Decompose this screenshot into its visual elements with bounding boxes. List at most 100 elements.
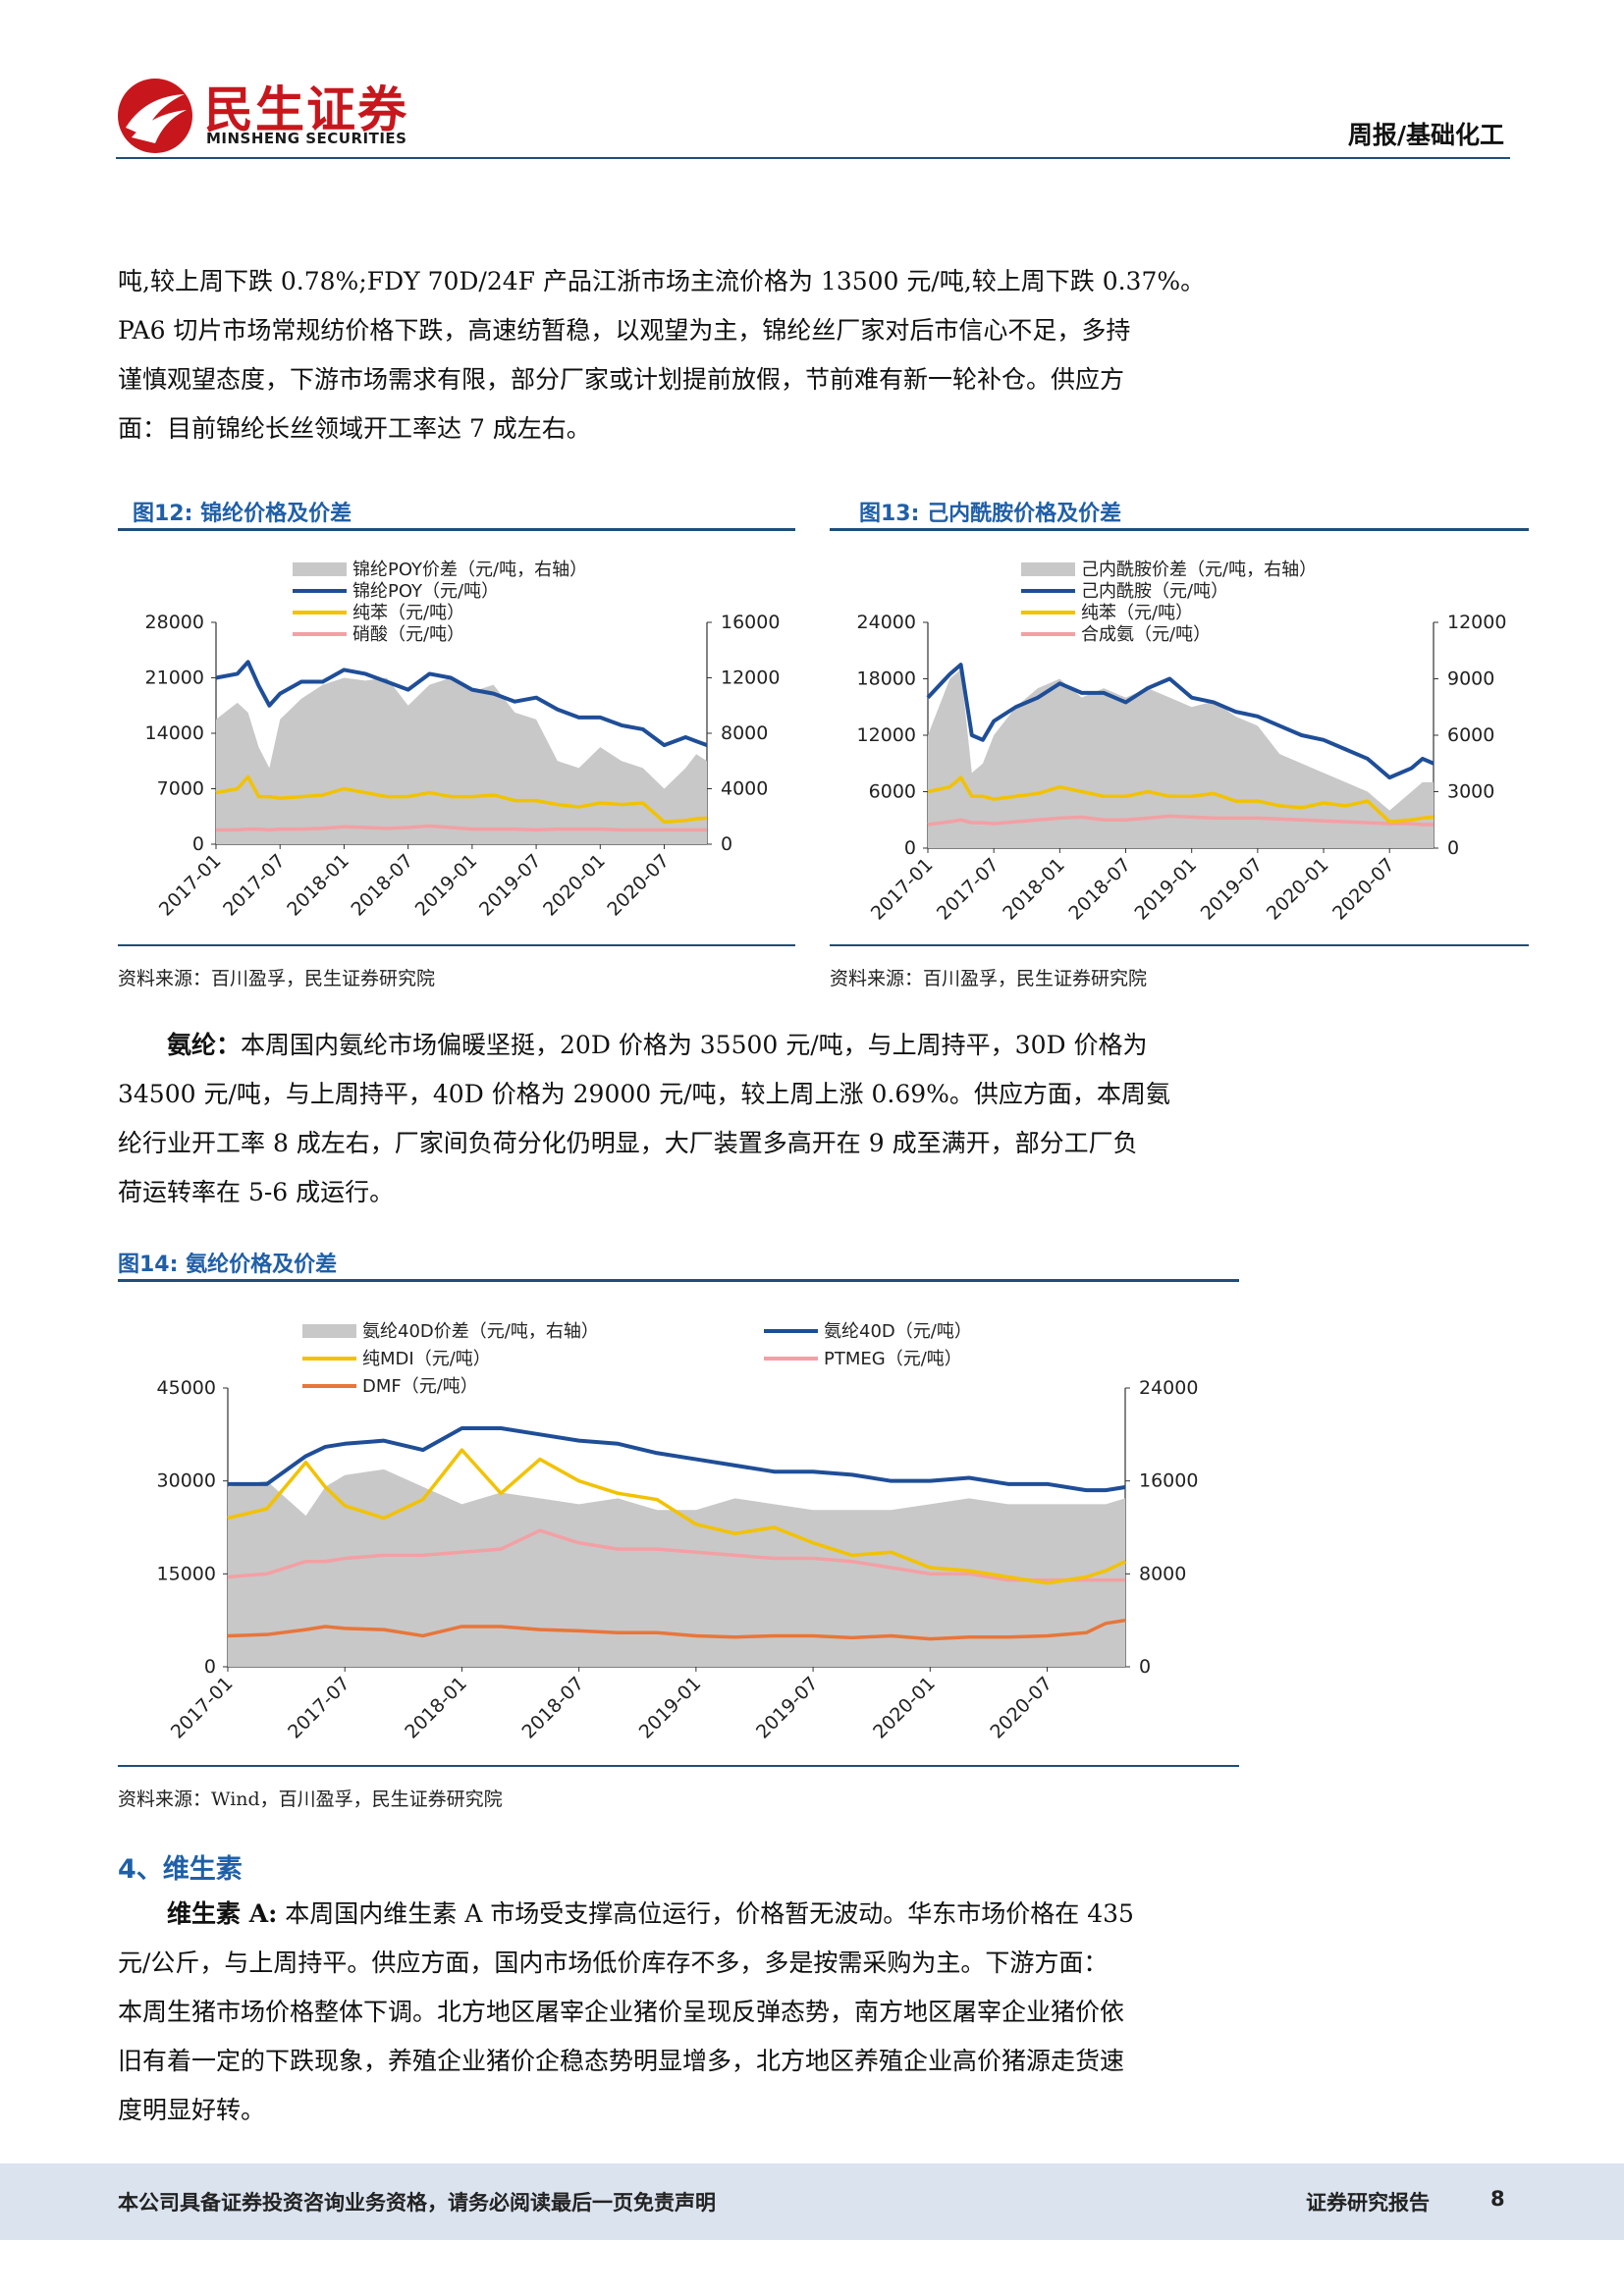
y-left-tick-label: 45000	[157, 1377, 216, 1399]
y-left-tick-label: 28000	[145, 612, 204, 633]
footer-disclaimer: 本公司具备证券投资咨询业务资格，请务必阅读最后一页免责声明	[118, 2191, 716, 2215]
minsheng-logo-icon	[118, 79, 192, 153]
series-area-spread	[228, 1468, 1125, 1667]
series-line-2	[927, 775, 1435, 824]
spandex-line-first: 氨纶：本周国内氨纶市场偏暖坚挺，20D 价格为 35500 元/吨，与上周持平，…	[118, 1021, 1218, 1070]
vitamin-label: 维生素 A:	[167, 1899, 278, 1928]
intro-line: 吨,较上周下跌 0.78%;FDY 70D/24F 产品江浙市场主流价格为 13…	[118, 267, 1206, 295]
x-tick-label: 2020-07	[603, 850, 674, 921]
intro-line: 面：目前锦纶长丝领域开工率达 7 成左右。	[118, 414, 591, 443]
y-right-tick-label: 24000	[1139, 1377, 1198, 1399]
y-right-tick-label: 3000	[1447, 781, 1494, 803]
y-right-tick-label: 16000	[721, 612, 780, 633]
x-tick-label: 2018-01	[283, 850, 353, 921]
fig13-source: 资料来源：百川盈孚，民生证券研究院	[830, 968, 1148, 989]
y-left-tick-label: 0	[904, 837, 916, 859]
x-tick-label: 2018-07	[1064, 854, 1135, 925]
y-right-tick-label: 4000	[721, 778, 768, 800]
x-tick-label: 2020-01	[869, 1673, 940, 1743]
footer-report-label: 证券研究报告	[1306, 2191, 1430, 2215]
series-line-3	[927, 814, 1434, 827]
footer-bar	[0, 2163, 1624, 2240]
fig13-chart: 0 6000 12000 18000 24000 0 3000 6000 9000 12000 20…	[857, 560, 1507, 925]
fig14-top-rule	[118, 1279, 1239, 1282]
y-left-tick-label: 24000	[857, 612, 916, 633]
series-line-4	[227, 1618, 1126, 1641]
fig13-bottom-rule	[830, 944, 1529, 946]
fig14-title: 图14: 氨纶价格及价差	[118, 1253, 338, 1277]
intro-line: PA6 切片市场常规纺价格下跌，高速纺暂稳，以观望为主，锦纶丝厂家对后市信心不足…	[118, 316, 1131, 345]
fig12-top-rule	[118, 528, 795, 531]
series-line-1	[926, 663, 1435, 780]
vitamin-line: 度明显好转。	[118, 2096, 266, 2124]
y-left-tick-label: 21000	[145, 667, 204, 689]
legend-label: 氨纶40D（元/吨）	[824, 1321, 972, 1342]
x-tick-label: 2020-07	[986, 1673, 1056, 1743]
fig12-title: 图12: 锦纶价格及价差	[133, 502, 352, 526]
x-tick-label: 2019-01	[411, 850, 482, 921]
legend-label: 氨纶40D价差（元/吨，右轴）	[362, 1321, 599, 1342]
fig12-bottom-rule	[118, 944, 795, 946]
y-right-tick-label: 0	[1447, 837, 1459, 859]
x-tick-label: 2018-07	[517, 1673, 588, 1743]
header-divider	[116, 157, 1510, 159]
y-right-tick-label: 8000	[721, 722, 768, 744]
legend-label: 合成氨（元/吨）	[1081, 624, 1211, 645]
report-type: 周报/基础化工	[1347, 121, 1504, 149]
x-tick-label: 2020-01	[539, 850, 610, 921]
legend-label: 纯苯（元/吨）	[352, 603, 464, 623]
series-area-spread	[216, 677, 707, 844]
legend-label: 锦纶POY（元/吨）	[352, 581, 499, 602]
fig13-top-rule	[830, 528, 1529, 531]
vitamin-line: 本周生猪市场价格整体下调。北方地区屠宰企业猪价呈现反弹态势，南方地区屠宰企业猪价…	[118, 1998, 1125, 2026]
y-right-tick-label: 6000	[1447, 724, 1494, 746]
fig14-source: 资料来源：Wind，百川盈孚，民生证券研究院	[118, 1789, 503, 1810]
x-tick-label: 2019-01	[1131, 854, 1202, 925]
intro-paragraph: 吨,较上周下跌 0.78%;FDY 70D/24F 产品江浙市场主流价格为 13…	[118, 257, 1218, 454]
series-line-2	[227, 1448, 1126, 1585]
y-right-tick-label: 8000	[1139, 1563, 1186, 1584]
logo-text-cn: 民生证券	[204, 81, 408, 138]
y-left-tick-label: 0	[192, 833, 204, 855]
y-left-tick-label: 0	[204, 1656, 216, 1678]
y-left-tick-label: 6000	[869, 781, 916, 803]
x-tick-label: 2019-07	[1197, 854, 1268, 925]
series-area-spread	[928, 668, 1434, 848]
legend-label: 己内酰胺（元/吨）	[1081, 581, 1228, 602]
vitamin-line: 旧有着一定的下跌现象，养殖企业猪价企稳态势明显增多，北方地区养殖企业高价猪源走货…	[118, 2047, 1125, 2075]
y-right-tick-label: 12000	[1447, 612, 1506, 633]
x-tick-label: 2018-01	[999, 854, 1069, 925]
legend-swatch	[1021, 562, 1075, 576]
series-line-1	[228, 1426, 1126, 1493]
x-tick-label: 2020-01	[1263, 854, 1333, 925]
x-tick-label: 2017-01	[867, 854, 938, 925]
legend-label: DMF（元/吨）	[362, 1376, 478, 1397]
spandex-label: 氨纶：	[167, 1031, 242, 1059]
y-left-tick-label: 7000	[157, 778, 204, 800]
series-line-2	[215, 774, 708, 825]
fig12-source: 资料来源：百川盈孚，民生证券研究院	[118, 968, 436, 989]
series-line-1	[215, 660, 708, 748]
y-right-tick-label: 0	[1139, 1656, 1151, 1678]
vitamin-line: 本周国内维生素 A 市场受支撑高位运行，价格暂无波动。华东市场价格在 435	[277, 1899, 1134, 1928]
spandex-line: 34500 元/吨，与上周持平，40D 价格为 29000 元/吨，较上周上涨 …	[118, 1080, 1170, 1108]
x-tick-label: 2018-07	[347, 850, 417, 921]
page-number: 8	[1490, 2187, 1505, 2211]
logo-text-en: MINSHENG SECURITIES	[206, 130, 407, 147]
y-left-tick-label: 15000	[157, 1563, 216, 1584]
x-tick-label: 2018-01	[401, 1673, 471, 1743]
legend-label: PTMEG（元/吨）	[824, 1349, 962, 1369]
fig12-chart: 0 7000 14000 21000 28000 0 4000 8000 12000 16000 2…	[145, 560, 781, 921]
y-right-tick-label: 0	[721, 833, 732, 855]
y-left-tick-label: 18000	[857, 668, 916, 690]
vitamin-line: 元/公斤，与上周持平。供应方面，国内市场低价库存不多，多是按需采购为主。下游方面…	[118, 1949, 1109, 1977]
fig14-bottom-rule	[118, 1765, 1239, 1767]
x-tick-label: 2019-07	[475, 850, 546, 921]
spandex-line: 本周国内氨纶市场偏暖坚挺，20D 价格为 35500 元/吨，与上周持平，30D…	[241, 1031, 1148, 1059]
spandex-line: 荷运转率在 5-6 成运行。	[118, 1178, 395, 1206]
x-tick-label: 2020-07	[1328, 854, 1399, 925]
x-tick-label: 2017-01	[155, 850, 226, 921]
legend-label: 己内酰胺价差（元/吨，右轴）	[1081, 560, 1317, 580]
legend-swatch	[293, 562, 347, 576]
series-line-3	[227, 1528, 1125, 1582]
